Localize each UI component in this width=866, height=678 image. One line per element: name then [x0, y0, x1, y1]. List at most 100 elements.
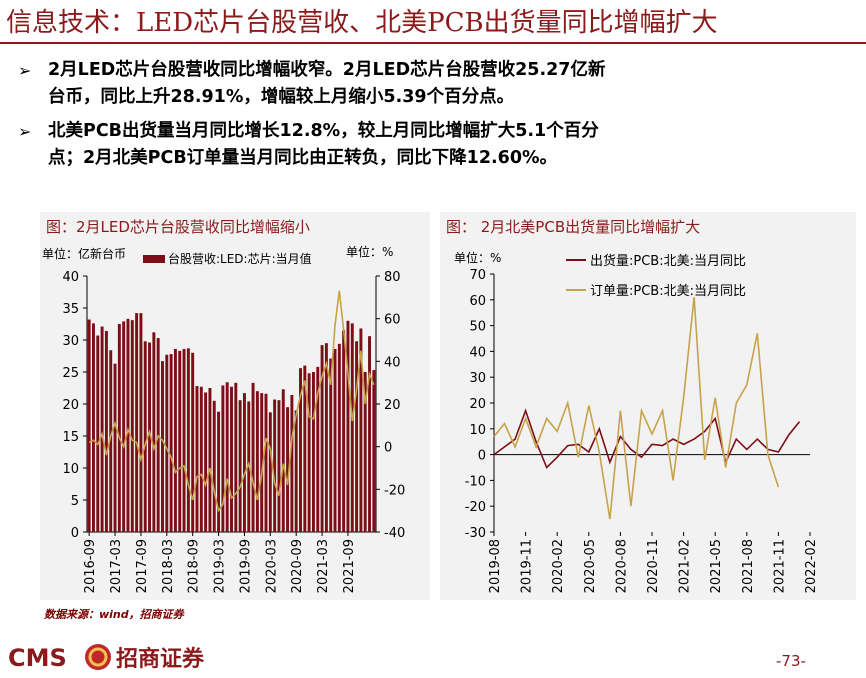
bullet-arrow-icon: ➢	[18, 61, 32, 80]
bar-revenue	[350, 323, 354, 532]
x-tick-label: 2021-08	[741, 539, 756, 593]
x-tick-label: 2021-02	[678, 539, 693, 593]
x-tick-label: 2022-02	[804, 539, 819, 593]
y-tick-label: -30	[465, 526, 486, 541]
bar-revenue	[165, 354, 169, 532]
bar-revenue	[109, 350, 113, 532]
legend-swatch-bar	[143, 255, 165, 263]
bar-revenue	[195, 386, 199, 532]
bar-revenue	[234, 382, 238, 532]
bar-revenue	[96, 335, 100, 532]
y-tick-label: 40	[469, 345, 486, 360]
bar-revenue	[208, 388, 212, 532]
page-number: -73-	[776, 652, 806, 670]
bar-revenue	[113, 363, 117, 532]
x-tick-label: 2020-03	[264, 539, 279, 593]
x-tick-label: 2018-09	[187, 539, 202, 593]
bar-revenue	[204, 392, 208, 532]
logo-emblem-ring-icon	[88, 647, 108, 667]
logo-cms-text: CMS	[8, 644, 67, 672]
left-tick-label: 35	[62, 302, 79, 317]
y-tick-label: -10	[465, 474, 486, 489]
bar-revenue	[290, 395, 294, 532]
bar-revenue	[251, 382, 255, 532]
bar-revenue	[242, 393, 246, 532]
y-tick-label: 0	[478, 449, 486, 464]
y-tick-label: 60	[469, 294, 486, 309]
x-tick-label: 2017-09	[135, 539, 150, 593]
bar-revenue	[230, 386, 233, 532]
y-tick-label: 20	[469, 397, 486, 412]
x-tick-label: 2020-11	[646, 539, 661, 593]
bullet-1-line-2: 台币，同比上升28.91%，增幅较上月缩小5.39个百分点。	[48, 87, 515, 107]
x-tick-label: 2021-03	[316, 539, 331, 593]
x-tick-label: 2021-11	[772, 539, 787, 593]
x-tick-label: 2020-09	[290, 539, 305, 593]
bar-revenue	[372, 370, 376, 532]
right-tick-label: 0	[384, 441, 392, 456]
bar-revenue	[342, 330, 346, 532]
chart-title-pcb: 图： 2月北美PCB出货量同比增幅扩大	[446, 218, 701, 236]
chart-panel-pcb	[440, 212, 856, 600]
bullet-2-line-1: 北美PCB出货量当月同比增长12.8%，较上月同比增幅扩大5.1个百分	[48, 121, 599, 141]
source-note: 数据来源：wind，招商证券	[44, 608, 184, 621]
x-tick-label: 2020-02	[551, 539, 566, 593]
bar-revenue	[186, 348, 190, 532]
bar-revenue	[87, 319, 91, 532]
bar-revenue	[135, 313, 139, 532]
bullet-2-line-2: 点；2月北美PCB订单量当月同比由正转负，同比下降12.60%。	[48, 148, 558, 168]
line-shipments	[493, 408, 801, 469]
bar-revenue	[294, 410, 298, 532]
bullet-2: ➢ 北美PCB出货量当月同比增长12.8%，较上月同比增幅扩大5.1个百分 点；…	[18, 118, 848, 172]
right-tick-label: -40	[384, 526, 405, 541]
bar-revenue	[311, 372, 315, 532]
bullet-1: ➢ 2月LED芯片台股营收同比增幅收窄。2月LED芯片台股营收25.27亿新 台…	[18, 57, 848, 111]
bar-revenue	[139, 313, 143, 532]
bar-revenue	[346, 320, 350, 532]
left-tick-label: 0	[71, 526, 79, 541]
left-unit-label: 单位：亿新台币	[42, 246, 126, 261]
bar-revenue	[368, 336, 371, 532]
x-tick-label: 2019-11	[520, 539, 535, 593]
bar-revenue	[316, 366, 320, 532]
left-tick-label: 15	[62, 430, 79, 445]
bar-revenue	[307, 373, 311, 532]
bar-revenue	[143, 341, 147, 532]
right-tick-label: 40	[384, 355, 401, 370]
right-unit-label: 单位：%	[346, 244, 393, 259]
left-tick-label: 30	[62, 334, 79, 349]
bar-revenue	[169, 354, 173, 532]
right-tick-label: 60	[384, 313, 401, 328]
right-tick-label: -20	[384, 483, 405, 498]
x-tick-label: 2016-09	[83, 539, 98, 593]
bar-revenue	[148, 342, 152, 532]
y-tick-label: 30	[469, 371, 486, 386]
x-tick-label: 2020-08	[614, 539, 629, 593]
bar-revenue	[199, 386, 203, 532]
logo-cn-text: 招商证券	[116, 646, 205, 672]
line-orders	[493, 297, 780, 520]
bar-revenue	[92, 323, 95, 532]
bar-revenue	[260, 393, 264, 532]
bar-revenue	[281, 389, 285, 532]
bar-revenue	[273, 399, 277, 532]
y-tick-label: -20	[465, 500, 486, 515]
left-tick-label: 5	[71, 494, 79, 509]
bar-revenue	[221, 385, 225, 532]
bar-revenue	[268, 412, 272, 532]
bar-revenue	[286, 407, 290, 532]
bar-revenue	[178, 350, 182, 532]
legend-label-bar: 台股营收:LED:芯片:当月值	[168, 251, 312, 266]
legend-label-shipments: 出货量:PCB:北美:当月同比	[590, 253, 746, 269]
bar-revenue	[363, 372, 367, 532]
bar-revenue	[152, 332, 156, 532]
bar-revenue	[117, 324, 121, 532]
chart-pcb: -30 -20 -10 0 10 20 30 40 50 60 70 2019-08 2019-11 20…	[454, 250, 819, 593]
bar-revenue	[173, 348, 177, 532]
bar-revenue	[277, 400, 281, 532]
bar-revenue	[100, 326, 104, 532]
x-tick-label: 2021-05	[709, 539, 724, 593]
bar-revenue	[264, 393, 268, 532]
bar-revenue	[104, 331, 108, 532]
right-tick-label: 80	[384, 270, 401, 285]
